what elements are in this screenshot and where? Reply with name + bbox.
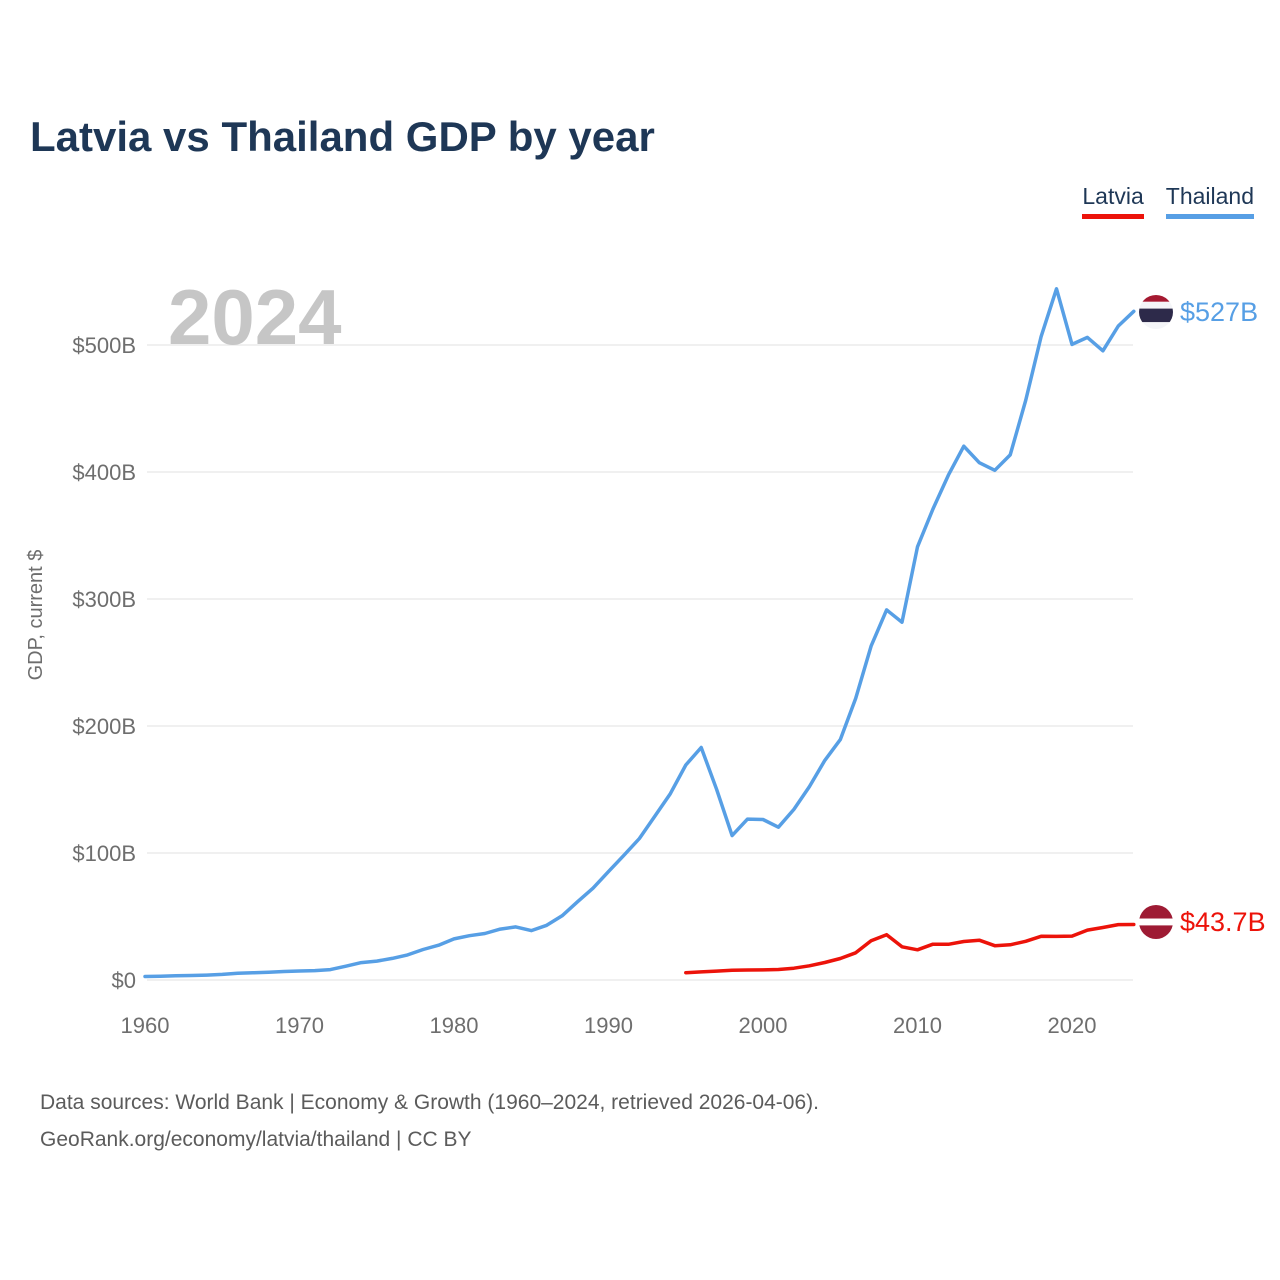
latvia-flag-icon	[1139, 905, 1173, 939]
y-tick-label: $0	[112, 968, 136, 993]
x-axis-ticks: 1960 1970 1980 1990 2000 2010 2020	[121, 1013, 1097, 1038]
y-axis-ticks: $0 $100B $200B $300B $400B $500B	[72, 333, 136, 993]
x-tick-label: 1980	[430, 1013, 479, 1038]
legend: Latvia Thailand	[1082, 183, 1254, 220]
y-tick-label: $200B	[72, 714, 136, 739]
y-tick-label: $100B	[72, 841, 136, 866]
page-title: Latvia vs Thailand GDP by year	[30, 113, 655, 160]
thailand-value-label: $527B	[1180, 297, 1258, 327]
x-tick-label: 1970	[275, 1013, 324, 1038]
thailand-endpoint: $527B	[1139, 295, 1258, 329]
y-tick-label: $400B	[72, 460, 136, 485]
y-tick-label: $300B	[72, 587, 136, 612]
x-tick-label: 1990	[584, 1013, 633, 1038]
footer: Data sources: World Bank | Economy & Gro…	[40, 1084, 819, 1158]
x-tick-label: 2000	[739, 1013, 788, 1038]
latvia-value-label: $43.7B	[1180, 907, 1266, 937]
data-series	[143, 287, 1136, 979]
x-tick-label: 2010	[893, 1013, 942, 1038]
footer-attribution-line: GeoRank.org/economy/latvia/thailand | CC…	[40, 1128, 472, 1151]
latvia-line	[684, 922, 1136, 975]
legend-item-thailand[interactable]: Thailand	[1165, 183, 1254, 220]
y-axis-title: GDP, current $	[25, 550, 47, 681]
thailand-line	[143, 287, 1136, 979]
y-tick-label: $500B	[72, 333, 136, 358]
x-tick-label: 1960	[121, 1013, 170, 1038]
footer-sources-line: Data sources: World Bank | Economy & Gro…	[40, 1091, 819, 1114]
x-tick-label: 2020	[1048, 1013, 1097, 1038]
legend-item-latvia[interactable]: Latvia	[1082, 183, 1144, 220]
thailand-flag-icon	[1139, 295, 1173, 329]
latvia-endpoint: $43.7B	[1139, 905, 1266, 939]
watermark-year: 2024	[168, 273, 342, 361]
gridlines	[147, 344, 1133, 981]
